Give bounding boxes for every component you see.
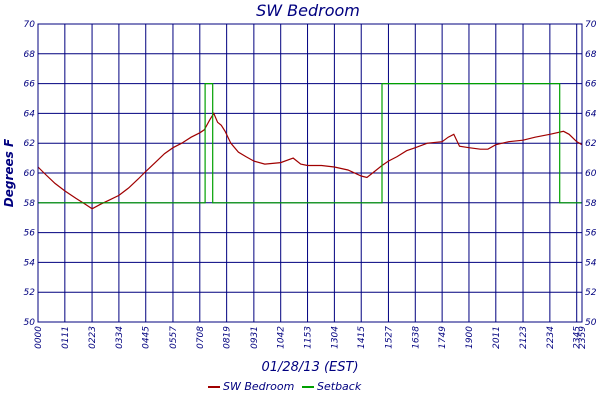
- plot-frame: [37, 23, 583, 323]
- y-axis-label: Degrees F: [2, 138, 16, 207]
- x-tick-label: 1638: [411, 326, 421, 349]
- y-tick-labels-left: 50 52 54 56 58 60 62 64 66 68 70: [24, 20, 36, 328]
- y-tick-label-right: 62: [585, 139, 597, 149]
- x-tick-label: 0708: [196, 326, 206, 349]
- x-tick-label: 0557: [169, 326, 179, 349]
- grid: [37, 23, 583, 323]
- x-tick-label: 2011: [492, 326, 502, 349]
- x-tick-label: 1415: [357, 326, 367, 349]
- x-tick-label: 0111: [61, 326, 71, 349]
- x-axis-label: 01/28/13 (EST): [261, 360, 358, 375]
- y-tick-label-right: 66: [585, 80, 597, 90]
- y-tick-label-right: 52: [585, 288, 597, 298]
- x-tick-label: 1304: [330, 326, 340, 349]
- y-tick-label: 50: [24, 318, 36, 328]
- y-tick-label: 64: [24, 109, 36, 119]
- y-tick-labels-right: 50 52 54 56 58 60 62 64 66 68 70: [585, 20, 597, 328]
- x-tick-label: 0931: [250, 326, 260, 349]
- series-line-sw-bedroom: [37, 112, 583, 210]
- x-tick-label: 2359: [578, 326, 588, 349]
- y-tick-label-right: 56: [585, 229, 597, 239]
- series-layer: [37, 83, 583, 210]
- x-tick-label: 1153: [304, 326, 314, 349]
- y-tick-label-right: 64: [585, 109, 597, 119]
- y-tick-label-right: 50: [585, 318, 597, 328]
- x-tick-label: 1527: [384, 326, 394, 349]
- legend: SW Bedroom Setback: [208, 380, 362, 393]
- y-tick-label: 70: [24, 20, 36, 30]
- series-line-setback: [38, 83, 582, 204]
- y-tick-label: 54: [24, 258, 36, 268]
- y-tick-label: 58: [24, 199, 36, 209]
- x-tick-label: 1749: [438, 326, 448, 349]
- y-tick-label: 52: [24, 288, 36, 298]
- x-tick-label: 2123: [519, 326, 529, 349]
- legend-label: SW Bedroom: [223, 380, 294, 393]
- y-tick-label: 68: [24, 50, 36, 60]
- y-tick-label: 60: [24, 169, 36, 179]
- y-tick-label-right: 60: [585, 169, 597, 179]
- x-tick-label: 1042: [277, 326, 287, 349]
- x-tick-label: 1900: [465, 326, 475, 349]
- x-tick-label: 0223: [88, 326, 98, 349]
- x-tick-label: 0000: [34, 326, 44, 349]
- y-tick-label-right: 58: [585, 199, 597, 209]
- chart-title: SW Bedroom: [256, 1, 360, 20]
- y-tick-label: 56: [24, 229, 36, 239]
- x-tick-label: 2234: [546, 326, 556, 349]
- y-tick-label: 66: [24, 80, 36, 90]
- x-tick-label: 0334: [115, 326, 125, 349]
- x-tick-label: 2345: [573, 326, 583, 349]
- y-tick-label-right: 68: [585, 50, 597, 60]
- y-tick-label-right: 70: [585, 20, 597, 30]
- y-tick-label-right: 54: [585, 258, 597, 268]
- legend-label: Setback: [317, 380, 362, 393]
- x-tick-labels: 0000 0111 0223 0334 0445 0557 0708 0819 0931 1042…: [34, 326, 588, 349]
- y-tick-label: 62: [24, 139, 36, 149]
- x-tick-label: 0445: [142, 326, 152, 349]
- x-tick-label: 0819: [223, 326, 233, 349]
